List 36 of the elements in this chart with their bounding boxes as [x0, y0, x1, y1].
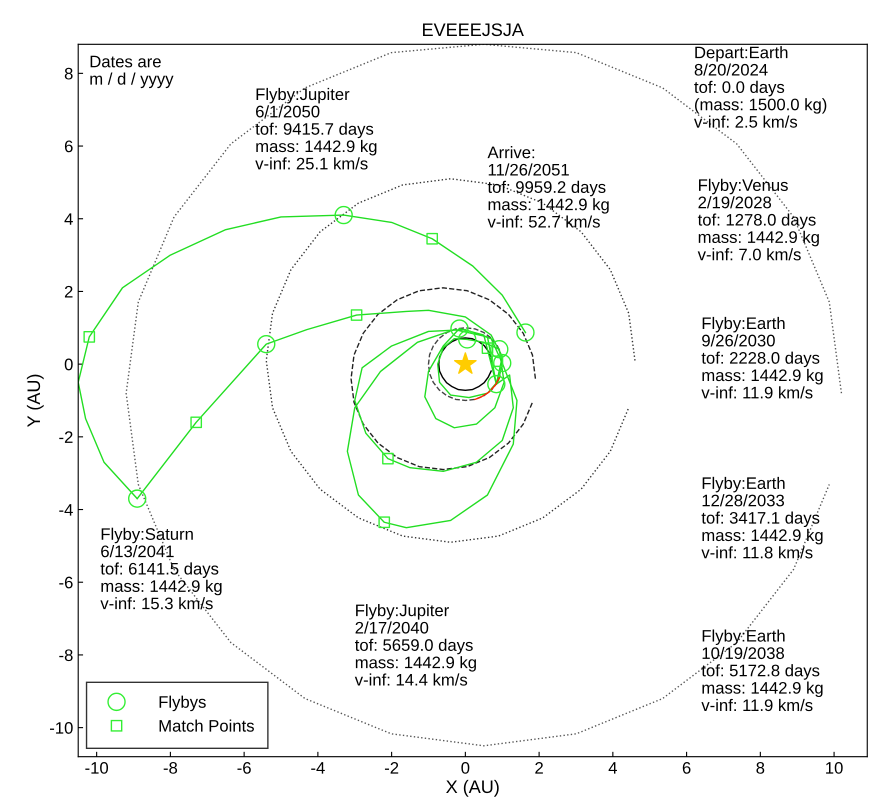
x-tick-label: 0 — [461, 762, 470, 774]
annotation: Flyby:Earth 9/26/2030 tof: 2228.0 days mass: 1442.9 kg v-inf: 11.9 km/s — [701, 316, 823, 399]
y-tick-label: 6 — [64, 140, 73, 152]
legend-label: Match Points — [160, 719, 254, 732]
y-tick-label: -2 — [59, 431, 73, 443]
y-tick-label: -8 — [59, 649, 73, 662]
x-tick-label: 8 — [756, 762, 764, 774]
y-tick-label: 2 — [64, 286, 73, 298]
y-tick-label: -4 — [59, 504, 73, 516]
annotation: Flyby:Earth 12/28/2033 tof: 3417.1 days mass: 1442.9 kg v-inf: 11.8 km/s — [701, 476, 823, 558]
x-tick-label: -2 — [384, 762, 398, 774]
x-tick-label: 2 — [535, 762, 543, 774]
y-tick-label: 8 — [64, 68, 73, 80]
x-tick-label: 4 — [608, 762, 617, 774]
y-axis-title: Y (AU) — [26, 374, 44, 428]
x-tick-label: 6 — [682, 762, 690, 774]
x-axis-title: X (AU) — [446, 780, 499, 797]
y-tick-label: 0 — [64, 358, 73, 370]
annotation: Flyby:Jupiter 2/17/2040 tof: 5659.0 days mass: 1442.9 kg v-inf: 14.4 km/s — [354, 604, 476, 686]
annotation: Arrive: 11/26/2051 tof: 9959.2 days mass: 1442.9 kg v-inf: 52.7 km/s — [488, 146, 609, 228]
x-tick-label: -10 — [85, 762, 108, 774]
chart-title: EVEEEJSJA — [423, 23, 524, 36]
annotation: Dates are m / d / yyyy — [90, 56, 174, 88]
legend-label: Flybys — [160, 696, 206, 712]
y-tick-label: -6 — [59, 576, 73, 588]
annotation: Flyby:Jupiter 6/1/2050 tof: 9415.7 days mass: 1442.9 kg v-inf: 25.1 km/s — [255, 88, 376, 170]
y-tick-label: 4 — [64, 213, 73, 225]
annotation: Flyby:Saturn 6/13/2041 tof: 6141.5 days mass: 1442.9 kg v-inf: 15.3 km/s — [100, 528, 222, 610]
x-tick-label: -8 — [164, 762, 178, 774]
annotation: Depart:Earth 8/20/2024 tof: 0.0 days (mass: 1500.0 kg) v-inf: 2.5 km/s — [694, 46, 826, 128]
x-tick-label: -6 — [237, 762, 251, 774]
annotation: Flyby:Venus 2/19/2028 tof: 1278.0 days mass: 1442.9 kg v-inf: 7.0 km/s — [698, 178, 819, 260]
annotation: Flyby:Earth 10/19/2038 tof: 5172.8 days mass: 1442.9 kg v-inf: 11.9 km/s — [701, 629, 823, 712]
x-tick-label: -4 — [311, 762, 325, 774]
x-tick-label: 10 — [826, 762, 843, 774]
y-tick-label: -10 — [50, 722, 73, 734]
